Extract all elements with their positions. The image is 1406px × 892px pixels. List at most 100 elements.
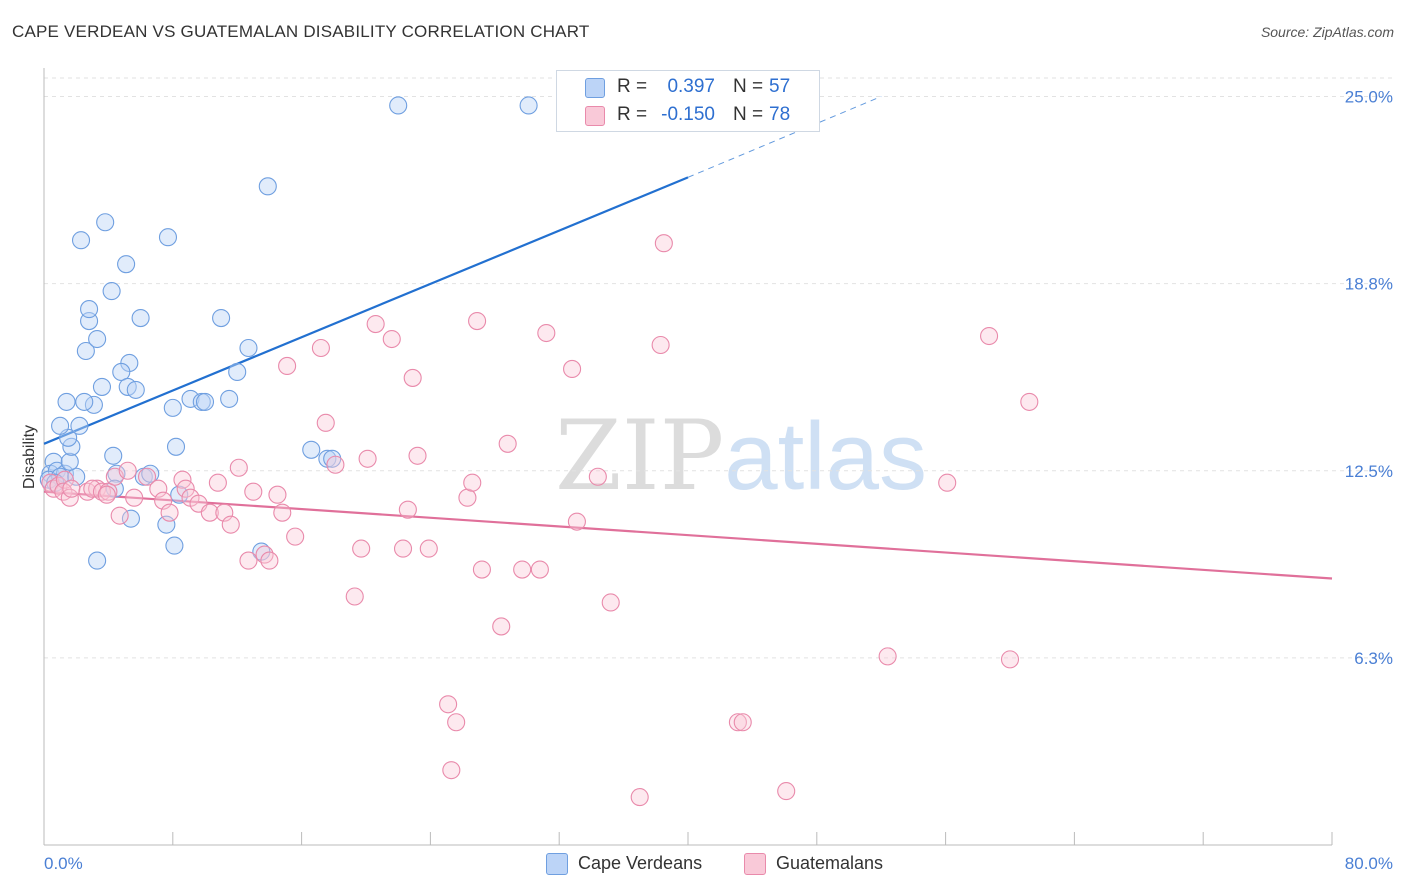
cape-verdean-point [57,392,76,411]
guatemalan-point [472,560,491,579]
cape-verdean-point [158,228,178,247]
cape-verdean-point [88,551,107,570]
correlation-legend: R = 0.397 N = 57 R = -0.150 N = 78 [556,70,820,132]
guatemalan-point [97,485,116,504]
guatemalan-point [366,314,385,334]
guatemalan-point [358,449,377,468]
guatemalan-point [1020,392,1039,411]
guatemalan-point [382,329,401,349]
x-tick-label: 0.0% [44,854,83,873]
guatemalan-point [651,335,670,355]
cape-verdean-point [163,398,182,417]
guatemalan-point [352,539,371,558]
guatemalan-point [498,434,517,453]
legend-n-label: N = [733,104,764,125]
cape-verdean-point [60,452,79,471]
guatemalan-point [463,473,482,492]
cape-verdean-point [126,380,145,399]
guatemalan-point [110,506,129,525]
cape-verdean-point [519,96,538,115]
guatemalan-point [286,527,305,546]
cape-verdean-point [165,536,184,555]
cape-verdean-point [75,392,94,411]
cape-verdean-point [71,231,91,250]
guatemalan-point [118,461,137,480]
guatemalan-point [442,761,461,780]
cape-verdean-point [112,362,131,381]
guatemalan-point [221,515,240,534]
y-tick-label: 25.0% [1345,88,1393,107]
guatemalan-point [160,503,179,522]
data-points [39,96,1039,807]
legend-swatch-cape-verdeans [546,853,568,875]
guatemalan-point [1000,650,1020,669]
watermark-atlas: atlas [724,403,927,510]
guatemalan-point [311,338,330,358]
cape-verdean-point [131,309,150,328]
cape-verdean-trend-extension [687,96,882,178]
guatemalan-point [62,479,81,498]
cape-verdean-point [80,300,99,319]
guatemalan-point [176,479,195,498]
y-tick-label: 6.3% [1354,649,1393,668]
cape-verdean-point [117,255,136,274]
source-credit: Source: ZipAtlas.com [1260,24,1394,40]
guatemalan-point [137,467,157,486]
legend-r-value: -0.150 [661,104,715,125]
cape-verdean-point [104,446,123,465]
axis-labels: 6.3% 12.5% 18.8% 25.0% 0.0% 80.0% Disability [21,88,1393,874]
cape-verdean-point [76,341,95,361]
guatemalan-point [439,695,458,714]
guatemalan-point [345,587,364,606]
chart-title: CAPE VERDEAN VS GUATEMALAN DISABILITY CO… [12,22,590,41]
x-tick-label: 80.0% [1345,854,1393,873]
cape-verdean-point [102,282,121,301]
cape-verdean-point [220,389,239,408]
guatemalan-point [398,500,417,519]
legend-n-value: 78 [769,104,791,125]
guatemalan-point [229,458,248,477]
guatemalan-point [393,539,413,558]
legend-r-value: 0.397 [667,76,715,97]
legend-swatch-guatemalans [585,106,605,126]
cape-verdean-point [107,464,126,483]
guatemalan-point [777,782,796,801]
guatemalan-point [728,713,747,732]
guatemalan-point [563,359,582,379]
guatemalan-point [733,713,752,732]
guatemalan-point [239,551,258,570]
guatemalan-point [92,482,112,501]
cape-verdean-point [70,416,89,435]
cape-verdean-point [141,464,160,483]
y-axis-label: Disability [21,425,38,489]
cape-verdean-point [239,338,258,358]
guatemalan-point [601,593,620,612]
guatemalan-point [208,473,227,492]
guatemalan-trend-line [43,490,1333,580]
cape-verdean-point [212,309,231,328]
guatemalan-point [458,488,477,507]
guatemalan-point [88,479,107,498]
cape-verdean-point [389,96,408,115]
guatemalan-point [878,647,897,666]
guatemalan-point [149,479,168,498]
gridlines [44,77,1394,659]
cape-verdean-point [121,509,140,528]
y-tick-label: 18.8% [1345,275,1393,294]
guatemalan-point [316,413,335,432]
guatemalan-point [200,503,219,522]
series-legend: Cape Verdeans Guatemalans [0,850,1406,878]
cape-verdean-point [92,377,112,396]
guatemalan-point [537,323,556,343]
guatemalan-point [567,512,586,531]
guatemalan-point [244,482,263,501]
cape-verdean-point [166,437,186,456]
guatemalan-point [326,455,345,474]
cape-verdean-point [302,440,321,459]
cape-verdean-point [88,329,107,349]
guatemalan-point [468,311,487,331]
guatemalan-point [980,326,999,346]
legend-label-guatemalans: Guatemalans [776,853,884,873]
cape-verdean-point [195,392,215,411]
